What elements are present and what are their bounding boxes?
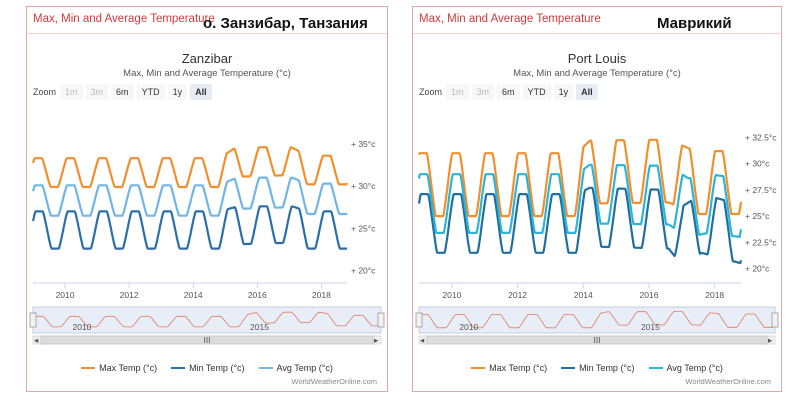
location-annotation: о. Занзибар, Танзания (203, 15, 368, 32)
legend-item[interactable]: Min Temp (°c) (561, 363, 635, 373)
zoom-button-6m[interactable]: 6m (497, 84, 520, 100)
zoom-button-6m[interactable]: 6m (111, 84, 134, 100)
legend-label: Min Temp (°c) (579, 363, 635, 373)
zoom-buttons: 1m 3m 6m YTD 1y All (60, 84, 215, 100)
x-tick-label: 2016 (640, 290, 659, 300)
legend-label: Avg Temp (°c) (666, 363, 723, 373)
legend-item[interactable]: Min Temp (°c) (171, 363, 245, 373)
scrollbar-grip: III (593, 335, 600, 345)
zoom-button-all[interactable]: All (576, 84, 598, 100)
legend-label: Avg Temp (°c) (276, 363, 333, 373)
scroll-right-arrow[interactable]: ▸ (374, 335, 379, 345)
legend-swatch (648, 367, 663, 369)
zoom-button-ytd[interactable]: YTD (522, 84, 551, 100)
series-line-2 (31, 176, 348, 217)
y-tick-label: + 20°c (745, 264, 770, 274)
x-tick-label: 2016 (248, 290, 267, 300)
legend-swatch (171, 367, 186, 369)
y-tick-label: + 25°c (351, 223, 376, 233)
y-tick-label: + 25°c (745, 211, 770, 221)
zoom-bar: Zoom 1m 3m 6m YTD 1y All (419, 84, 601, 100)
scrollbar-thumb[interactable] (40, 335, 374, 345)
y-tick-label: + 27.5°c (745, 185, 777, 195)
zoom-button-ytd[interactable]: YTD (136, 84, 165, 100)
navigator-series (32, 311, 382, 328)
x-tick-label: 2018 (312, 290, 331, 300)
zoom-bar: Zoom 1m 3m 6m YTD 1y All (33, 84, 215, 100)
series-line-1 (31, 205, 348, 250)
navigator-right-handle[interactable] (771, 312, 779, 328)
chart-panel-port-louis: Max, Min and Average Temperature Маврики… (412, 6, 782, 392)
y-tick-label: + 22.5°c (745, 237, 777, 247)
y-tick-label: + 30°c (351, 181, 376, 191)
legend: Max Temp (°c) Min Temp (°c) Avg Temp (°c) (27, 363, 387, 373)
zoom-button-3m[interactable]: 3m (471, 84, 495, 100)
series-line-0 (31, 146, 348, 189)
scroll-left-arrow[interactable]: ◂ (420, 335, 425, 345)
legend-label: Max Temp (°c) (489, 363, 548, 373)
y-tick-label: + 35°c (351, 139, 376, 149)
navigator-left-handle[interactable] (415, 312, 423, 328)
x-tick-label: 2014 (184, 290, 203, 300)
legend-swatch (561, 367, 576, 369)
zoom-label: Zoom (419, 87, 443, 97)
zoom-button-1y[interactable]: 1y (167, 84, 188, 100)
legend-swatch (81, 367, 96, 369)
navigator-tick-label: 2015 (250, 322, 269, 332)
scroll-left-arrow[interactable]: ◂ (34, 335, 39, 345)
series-line-0 (418, 138, 743, 218)
navigator-area[interactable] (418, 306, 776, 334)
x-tick-label: 2012 (120, 290, 139, 300)
chart-subtitle: Max, Min and Average Temperature (°c) (513, 68, 681, 79)
legend-swatch (471, 367, 486, 369)
scrollbar-thumb[interactable] (426, 335, 768, 345)
panel-header-title: Max, Min and Average Temperature (33, 13, 215, 25)
zoom-button-all[interactable]: All (190, 84, 212, 100)
chart-svg: + 20°c + 25°c + 30°c + 35°c 2010 2012 2014 2016… (29, 139, 385, 345)
legend-item[interactable]: Max Temp (°c) (81, 363, 157, 373)
chart-title: Zanzibar (181, 51, 233, 66)
zoom-buttons: 1m 3m 6m YTD 1y All (446, 84, 601, 100)
chart-svg: + 20°c + 22.5°c + 25°c + 27.5°c + 30°c + 32.5… (415, 132, 779, 345)
legend-label: Max Temp (°c) (99, 363, 158, 373)
credit-text: WorldWeatherOnline.com (685, 377, 771, 386)
chart-subtitle: Max, Min and Average Temperature (°c) (123, 68, 291, 79)
legend-label: Min Temp (°c) (189, 363, 245, 373)
navigator-left-handle[interactable] (29, 312, 37, 328)
zoom-button-1m[interactable]: 1m (446, 84, 469, 100)
navigator-tick-label: 2010 (459, 322, 478, 332)
x-tick-label: 2012 (508, 290, 527, 300)
x-tick-label: 2014 (574, 290, 593, 300)
zoom-button-1y[interactable]: 1y (553, 84, 574, 100)
navigator-tick-label: 2010 (73, 322, 92, 332)
navigator-series (418, 311, 776, 329)
panel-header: Max, Min and Average Temperature (27, 7, 387, 34)
zoom-button-1m[interactable]: 1m (60, 84, 83, 100)
series-line-2 (417, 163, 743, 238)
y-tick-label: + 30°c (745, 159, 770, 169)
legend-swatch (258, 367, 273, 369)
legend-item[interactable]: Max Temp (°c) (471, 363, 547, 373)
x-tick-label: 2018 (705, 290, 724, 300)
panel-header: Max, Min and Average Temperature (413, 7, 781, 34)
zoom-label: Zoom (33, 87, 57, 97)
navigator-right-handle[interactable] (377, 312, 385, 328)
x-tick-label: 2010 (442, 290, 461, 300)
scrollbar-grip: III (203, 335, 210, 345)
panel-header-title: Max, Min and Average Temperature (419, 13, 601, 25)
legend: Max Temp (°c) Min Temp (°c) Avg Temp (°c) (413, 363, 781, 373)
legend-item[interactable]: Avg Temp (°c) (258, 363, 333, 373)
x-tick-label: 2010 (56, 290, 75, 300)
legend-item[interactable]: Avg Temp (°c) (648, 363, 723, 373)
scroll-right-arrow[interactable]: ▸ (768, 335, 773, 345)
navigator-tick-label: 2015 (641, 322, 660, 332)
zoom-button-3m[interactable]: 3m (85, 84, 109, 100)
y-tick-label: + 32.5°c (745, 132, 777, 142)
credit-text: WorldWeatherOnline.com (291, 377, 377, 386)
chart-title: Port Louis (567, 51, 627, 66)
series-line-1 (417, 186, 743, 265)
chart-panel-zanzibar: Max, Min and Average Temperature о. Занз… (26, 6, 388, 392)
y-tick-label: + 20°c (351, 266, 376, 276)
location-annotation: Маврикий (657, 15, 732, 32)
